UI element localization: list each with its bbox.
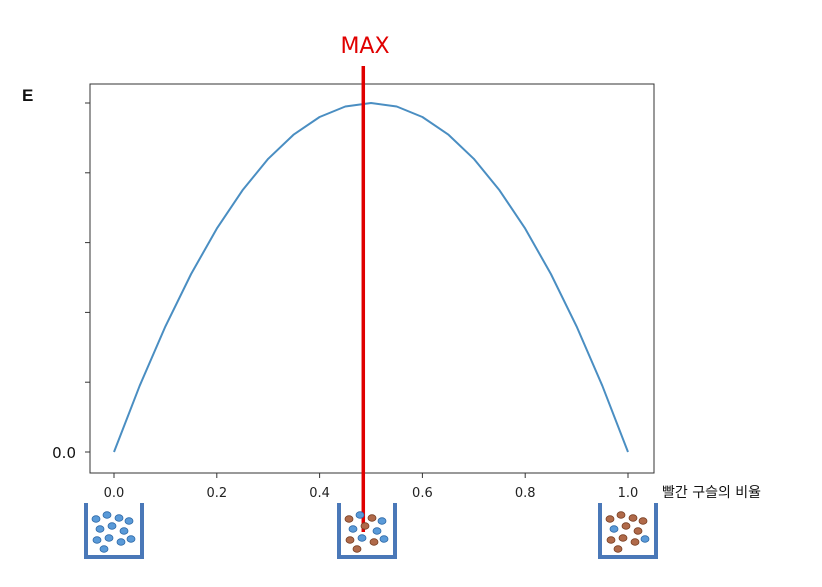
blue-marble <box>104 534 114 542</box>
red-marble <box>633 527 643 535</box>
blue-marble <box>114 514 124 522</box>
jar-outline <box>598 503 658 559</box>
x-axis-label: 빨간 구슬의 비율 <box>662 485 761 501</box>
red-marble <box>344 515 354 523</box>
blue-marble <box>355 511 365 519</box>
red-marble <box>345 536 355 544</box>
blue-marble <box>92 536 102 544</box>
red-marble <box>367 514 377 522</box>
red-marble <box>606 536 616 544</box>
x-tick-label: 0.4 <box>309 486 330 501</box>
red-marble <box>360 522 370 530</box>
blue-marble <box>116 538 126 546</box>
red-marble <box>630 538 640 546</box>
y-axis-label: E <box>22 86 33 105</box>
jar-outline <box>84 503 144 559</box>
red-marble <box>638 517 648 525</box>
jar-outline <box>337 503 397 559</box>
blue-marble <box>124 517 134 525</box>
red-marble <box>352 545 362 553</box>
x-tick-label: 0.6 <box>412 486 433 501</box>
blue-marble <box>99 545 109 553</box>
x-tick-label: 0.0 <box>104 486 125 501</box>
x-tick-label: 1.0 <box>618 486 639 501</box>
marble-jar <box>84 503 144 559</box>
blue-marble <box>95 525 105 533</box>
blue-marble <box>91 515 101 523</box>
red-marble <box>628 514 638 522</box>
max-annotation-label: MAX <box>340 34 389 59</box>
y-ticks: 0.0 <box>52 102 90 462</box>
y-tick-label: 0.0 <box>52 444 76 462</box>
blue-marble <box>609 525 619 533</box>
blue-marble <box>119 527 129 535</box>
jar-illustrations <box>84 503 658 559</box>
blue-marble <box>640 535 650 543</box>
plot-frame <box>89 83 655 474</box>
marble-jar <box>337 503 397 559</box>
x-tick-label: 0.8 <box>515 486 536 501</box>
blue-marble <box>348 525 358 533</box>
blue-marble <box>357 534 367 542</box>
x-tick-label: 0.2 <box>206 486 227 501</box>
red-marble <box>616 511 626 519</box>
red-marble <box>613 545 623 553</box>
series-line <box>113 102 629 453</box>
blue-marble <box>372 527 382 535</box>
blue-marble <box>126 535 136 543</box>
red-marble <box>621 522 631 530</box>
red-marble <box>605 515 615 523</box>
blue-marble <box>377 517 387 525</box>
red-marble <box>618 534 628 542</box>
blue-marble <box>379 535 389 543</box>
red-marble <box>369 538 379 546</box>
marble-jar <box>598 503 658 559</box>
x-ticks: 0.0 0.2 0.4 0.6 0.8 1.0 <box>104 473 639 501</box>
blue-marble <box>107 522 117 530</box>
blue-marble <box>102 511 112 519</box>
